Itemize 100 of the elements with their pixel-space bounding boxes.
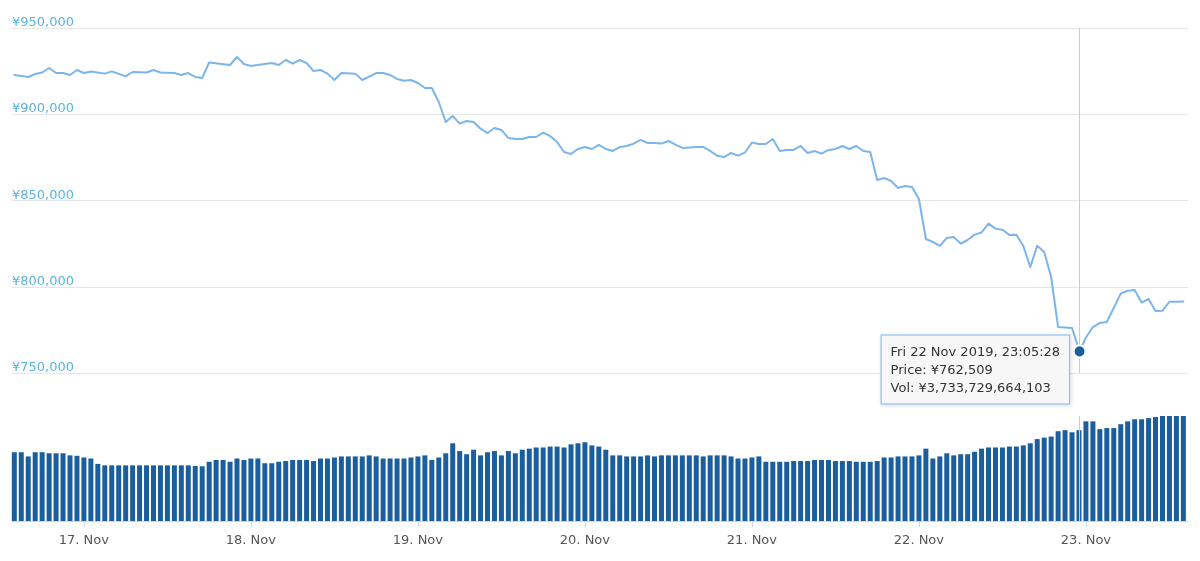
bar <box>832 461 838 521</box>
bar <box>992 447 998 521</box>
bar <box>241 460 247 521</box>
bar <box>1111 428 1117 521</box>
bar <box>519 449 525 521</box>
bar <box>561 447 567 521</box>
bar <box>220 460 226 521</box>
y-tick-label: ¥900,000 <box>12 100 75 116</box>
bar <box>81 457 87 521</box>
bar <box>478 455 484 521</box>
bar <box>540 447 546 521</box>
bar <box>269 463 275 521</box>
bar <box>805 461 811 521</box>
bar <box>331 457 337 521</box>
x-tick-label: 19. Nov <box>392 532 444 547</box>
bar <box>171 465 177 521</box>
bar <box>798 461 804 521</box>
bar <box>53 453 59 521</box>
bar <box>603 449 609 521</box>
bar <box>464 454 470 521</box>
bar <box>1125 421 1131 521</box>
bar <box>631 456 637 521</box>
bar <box>923 448 929 521</box>
bar <box>547 446 553 521</box>
bar <box>498 455 504 521</box>
bar <box>109 465 115 521</box>
bar <box>276 461 282 521</box>
bar <box>373 456 379 521</box>
bar <box>589 445 595 521</box>
bar <box>1146 418 1152 521</box>
bar <box>749 457 755 521</box>
bar <box>290 460 296 521</box>
bar <box>1159 416 1165 521</box>
bar <box>338 456 344 521</box>
y-tick-label: ¥950,000 <box>12 14 75 29</box>
bar <box>693 455 699 521</box>
bar <box>881 457 887 521</box>
bar <box>394 458 400 521</box>
bar <box>1027 443 1033 521</box>
bar <box>164 465 170 521</box>
bar <box>297 460 303 521</box>
bar <box>1139 419 1145 521</box>
bar <box>304 460 310 521</box>
bar <box>624 456 630 521</box>
bar <box>930 458 936 521</box>
bar <box>700 456 706 521</box>
bar <box>944 453 950 521</box>
bar <box>895 456 901 521</box>
x-tick-label: 23. Nov <box>1060 532 1112 547</box>
bar <box>839 461 845 521</box>
bar <box>457 451 463 521</box>
bar <box>686 455 692 521</box>
bar <box>436 457 442 521</box>
bar <box>672 455 678 521</box>
bar <box>999 447 1005 521</box>
bar <box>1180 416 1186 521</box>
bar <box>777 461 783 521</box>
bar <box>32 452 38 521</box>
bar <box>178 465 184 521</box>
bar <box>937 456 943 521</box>
bar <box>1013 446 1019 521</box>
bar <box>665 455 671 521</box>
bar <box>192 465 198 521</box>
bar <box>979 448 985 521</box>
bar <box>359 456 365 521</box>
bar <box>185 465 191 521</box>
bar <box>658 455 664 521</box>
bar <box>429 460 435 521</box>
bar <box>262 463 268 521</box>
bar <box>1153 417 1159 521</box>
bar <box>770 461 776 521</box>
bar <box>1166 416 1172 521</box>
bar <box>505 451 511 521</box>
bar <box>721 455 727 521</box>
bar <box>450 443 456 521</box>
bar <box>645 455 651 521</box>
bar <box>610 455 616 521</box>
bar <box>88 458 94 521</box>
bar <box>199 466 205 521</box>
x-tick-label: 21. Nov <box>726 532 778 547</box>
bar <box>150 465 156 521</box>
bar <box>39 452 45 521</box>
annotation: Fri 22 Nov 2019, 23:05:28 Price: ¥762,509 Vol: ¥3,733,729,664,103 <box>890 343 1061 395</box>
y-tick-label: ¥800,000 <box>12 272 75 288</box>
bar <box>1118 424 1124 521</box>
bar <box>1083 421 1089 521</box>
bar <box>311 461 317 521</box>
bar <box>791 461 797 521</box>
bar <box>638 456 644 521</box>
bar <box>714 455 720 521</box>
bar <box>972 451 978 521</box>
bar <box>596 446 602 521</box>
bar <box>951 455 957 521</box>
bar <box>213 460 219 521</box>
bar <box>485 452 490 521</box>
bar <box>784 461 790 521</box>
bar <box>11 452 17 521</box>
bar <box>352 456 358 521</box>
bar <box>248 458 254 521</box>
bar <box>825 460 831 521</box>
